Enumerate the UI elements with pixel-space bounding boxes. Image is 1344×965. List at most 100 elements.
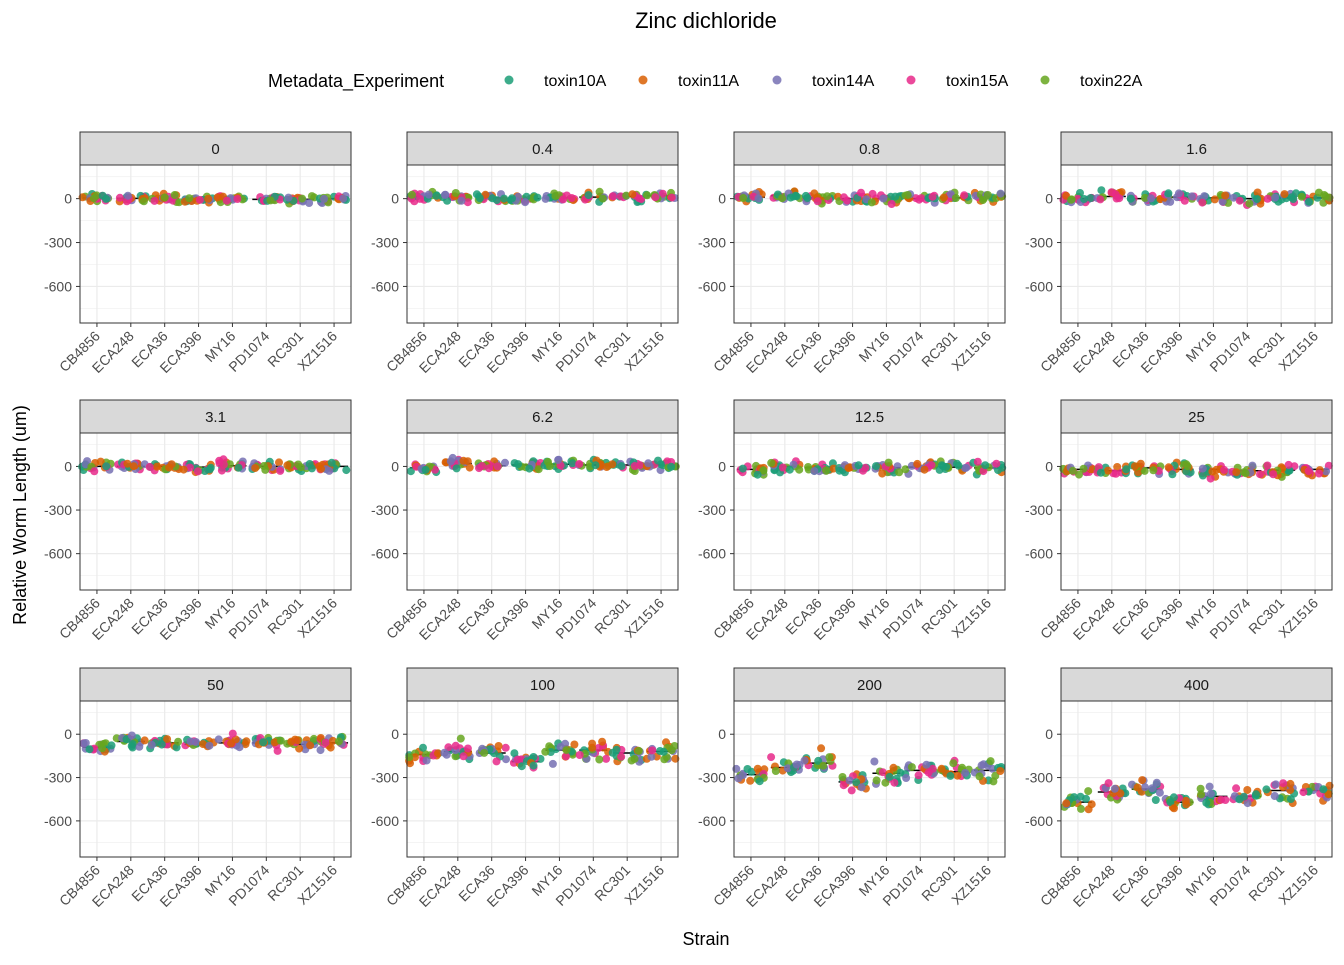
data-point — [456, 734, 465, 743]
data-point — [962, 463, 971, 472]
data-point — [659, 747, 668, 756]
data-point — [321, 738, 330, 747]
data-point — [627, 756, 636, 765]
data-point — [1097, 186, 1106, 195]
legend-item-toxin15A: toxin15A — [906, 73, 1009, 90]
data-point — [287, 737, 296, 746]
data-point — [634, 746, 643, 755]
data-point — [602, 754, 611, 763]
data-point — [1202, 798, 1211, 807]
data-point — [839, 781, 848, 790]
data-point — [1115, 194, 1124, 203]
data-point — [1183, 462, 1192, 471]
data-point — [326, 743, 335, 752]
panel-background — [734, 165, 1005, 323]
data-point — [983, 191, 992, 199]
data-point — [513, 755, 522, 764]
panel-border — [1060, 164, 1333, 324]
data-point — [452, 464, 461, 473]
data-point — [500, 194, 509, 203]
data-point — [179, 465, 188, 474]
data-point — [978, 196, 987, 205]
data-point — [1084, 787, 1093, 796]
data-point — [1198, 464, 1207, 473]
panel-border — [1060, 700, 1333, 858]
data-point — [228, 729, 237, 738]
data-point — [667, 462, 676, 471]
data-point — [795, 465, 804, 474]
data-point — [595, 187, 604, 196]
y-tick-label: 0 — [391, 458, 399, 474]
facet-strip-label: 1.6 — [1186, 141, 1207, 158]
y-tick-label: -300 — [1025, 770, 1053, 786]
data-point — [1286, 795, 1295, 804]
panel-border — [406, 432, 679, 591]
data-point — [922, 760, 931, 769]
data-point — [1140, 193, 1149, 202]
data-point — [517, 762, 526, 771]
data-point — [1182, 800, 1191, 809]
data-point — [901, 465, 910, 474]
data-point — [127, 731, 136, 740]
data-point — [568, 459, 577, 468]
data-point — [342, 466, 351, 475]
data-point — [419, 743, 427, 752]
data-point — [123, 191, 132, 200]
facet-panel-12.5: 12.50-300-600CB4856ECA248ECA36ECA396MY16… — [698, 399, 1007, 643]
data-point — [478, 462, 486, 470]
data-point — [1198, 471, 1207, 480]
data-point — [861, 463, 870, 472]
data-point — [743, 765, 752, 773]
data-point — [139, 197, 148, 206]
data-point — [1086, 194, 1095, 202]
legend-item-toxin14A: toxin14A — [772, 73, 875, 90]
legend-swatch — [1040, 75, 1050, 85]
data-point — [911, 194, 920, 203]
data-point — [1096, 195, 1105, 204]
data-point — [814, 756, 823, 765]
panel-border — [733, 700, 1006, 858]
facet-strip — [733, 399, 1006, 434]
data-point — [1141, 783, 1149, 792]
data-point — [102, 194, 111, 203]
legend-label: toxin22A — [1080, 73, 1143, 90]
data-point — [1168, 470, 1177, 479]
data-point — [562, 746, 571, 755]
data-point — [465, 463, 474, 472]
data-point — [284, 193, 293, 202]
data-point — [129, 462, 138, 471]
legend-swatch — [638, 75, 648, 85]
data-point — [996, 767, 1005, 775]
data-point — [868, 189, 877, 198]
panel-background — [407, 165, 678, 323]
legend-title: Metadata_Experiment — [268, 71, 444, 92]
data-point — [1110, 784, 1119, 793]
data-point — [1155, 788, 1164, 797]
data-point — [459, 456, 468, 465]
data-point — [647, 752, 656, 761]
facet-panel-0.4: 0.40-300-600CB4856ECA248ECA36ECA396MY16P… — [371, 131, 679, 376]
data-point — [320, 194, 328, 203]
data-point — [1252, 790, 1260, 799]
data-point — [939, 462, 947, 471]
y-tick-label: -300 — [1025, 235, 1053, 251]
data-point — [1235, 196, 1244, 205]
y-tick-label: 0 — [1045, 726, 1053, 742]
data-point — [1304, 467, 1313, 476]
data-point — [992, 459, 1001, 468]
data-point — [588, 743, 597, 752]
data-point — [1200, 192, 1209, 201]
data-point — [128, 740, 137, 748]
y-tick-label: -600 — [44, 546, 72, 562]
data-point — [327, 458, 336, 467]
data-point — [975, 772, 984, 781]
data-point — [648, 746, 657, 755]
panel-background — [80, 433, 351, 590]
data-point — [457, 196, 466, 205]
data-point — [1229, 193, 1238, 202]
data-point — [163, 735, 172, 744]
data-point — [411, 753, 419, 762]
data-point — [484, 464, 493, 473]
panel-background — [1061, 433, 1332, 590]
